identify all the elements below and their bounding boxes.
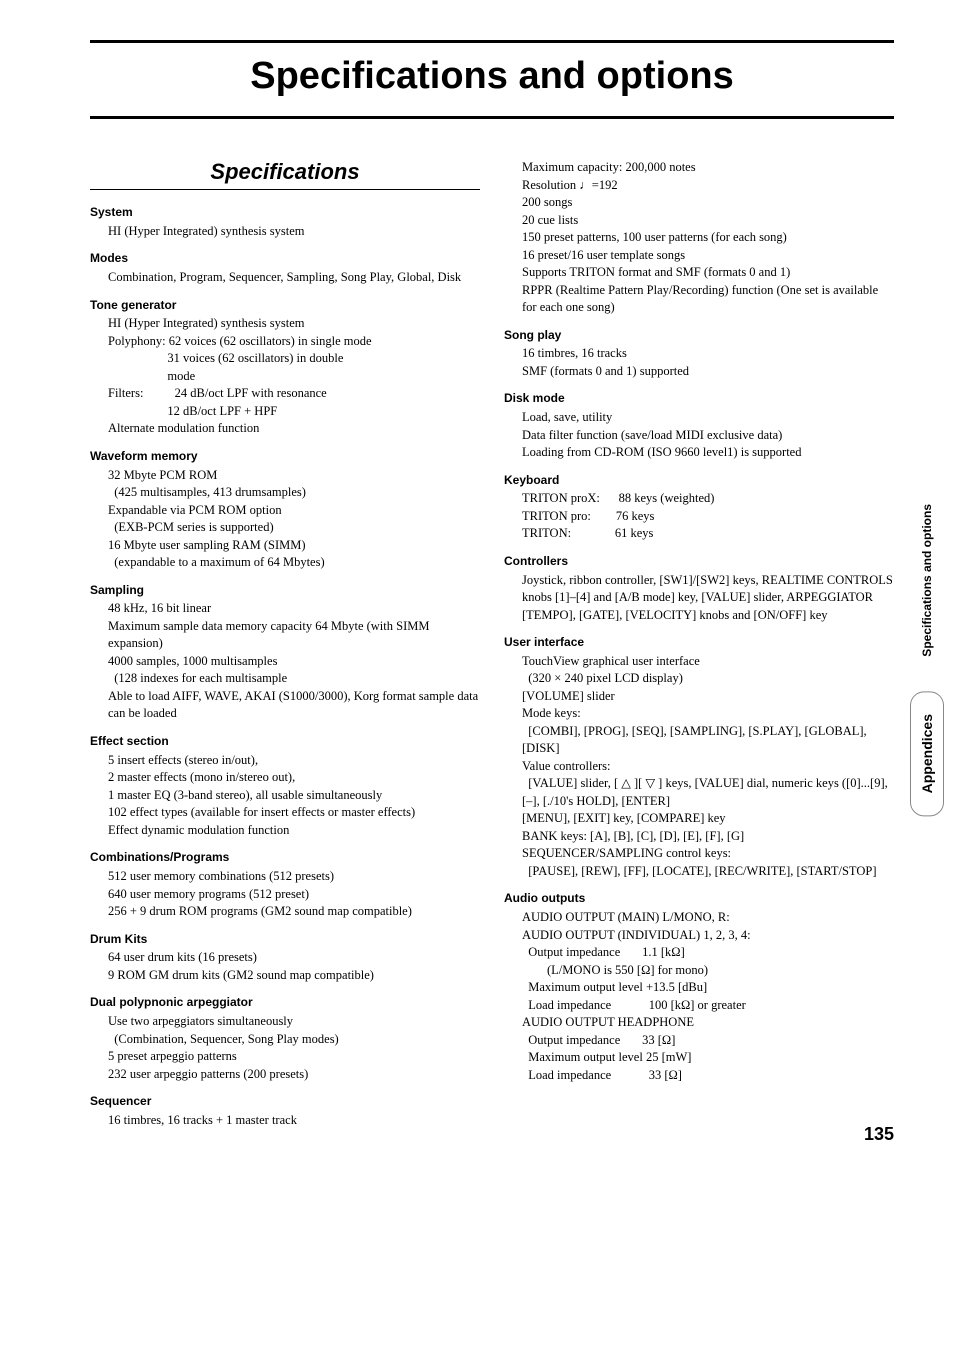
spec-body: Maximum capacity: 200,000 notes Resoluti… bbox=[504, 159, 894, 317]
page-number: 135 bbox=[864, 1124, 894, 1145]
spec-body: 5 insert effects (stereo in/out), 2 mast… bbox=[90, 752, 480, 840]
spec-label: Dual polypnonic arpeggiator bbox=[90, 994, 480, 1011]
side-tabs: Specifications and options Appendices bbox=[910, 490, 944, 816]
spec-body: 32 Mbyte PCM ROM (425 multisamples, 413 … bbox=[90, 467, 480, 572]
spec-label: Disk mode bbox=[504, 390, 894, 407]
spec-label: Audio outputs bbox=[504, 890, 894, 907]
spec-block: Audio outputs AUDIO OUTPUT (MAIN) L/MONO,… bbox=[504, 890, 894, 1084]
spec-label: Keyboard bbox=[504, 472, 894, 489]
spec-block: Song play16 timbres, 16 tracks SMF (form… bbox=[504, 327, 894, 381]
spec-block: Waveform memory 32 Mbyte PCM ROM (425 mul… bbox=[90, 448, 480, 572]
spec-body: 512 user memory combinations (512 preset… bbox=[90, 868, 480, 921]
spec-block: Maximum capacity: 200,000 notes Resoluti… bbox=[504, 159, 894, 317]
spec-label: Sequencer bbox=[90, 1093, 480, 1110]
spec-label: Effect section bbox=[90, 733, 480, 750]
spec-label: Modes bbox=[90, 250, 480, 267]
spec-label: System bbox=[90, 204, 480, 221]
left-column: Specifications System HI (Hyper Integrate… bbox=[90, 159, 480, 1139]
spec-block: Drum Kits64 user drum kits (16 presets) … bbox=[90, 931, 480, 985]
right-column: Maximum capacity: 200,000 notes Resoluti… bbox=[504, 159, 894, 1139]
spec-label: Controllers bbox=[504, 553, 894, 570]
side-tab-appendices: Appendices bbox=[910, 691, 944, 816]
spec-label: User interface bbox=[504, 634, 894, 651]
spec-body: Load, save, utility Data filter function… bbox=[504, 409, 894, 462]
spec-block: Dual polypnonic arpeggiator Use two arpeg… bbox=[90, 994, 480, 1083]
spec-block: Effect section 5 insert effects (stereo i… bbox=[90, 733, 480, 839]
spec-block: System HI (Hyper Integrated) synthesis sy… bbox=[90, 204, 480, 240]
spec-body: Combination, Program, Sequencer, Samplin… bbox=[90, 269, 480, 287]
spec-block: Modes Combination, Program, Sequencer, Sa… bbox=[90, 250, 480, 286]
spec-block: Sampling48 kHz, 16 bit linear Maximum sa… bbox=[90, 582, 480, 723]
spec-body: 16 timbres, 16 tracks SMF (formats 0 and… bbox=[504, 345, 894, 380]
spec-label: Song play bbox=[504, 327, 894, 344]
spec-label: Tone generator bbox=[90, 297, 480, 314]
section-heading: Specifications bbox=[90, 159, 480, 190]
spec-body: HI (Hyper Integrated) synthesis system bbox=[90, 223, 480, 241]
spec-body: Use two arpeggiators simultaneously (Com… bbox=[90, 1013, 480, 1083]
side-tab-specs: Specifications and options bbox=[914, 490, 940, 671]
spec-label: Combinations/Programs bbox=[90, 849, 480, 866]
spec-block: Sequencer 16 timbres, 16 tracks + 1 maste… bbox=[90, 1093, 480, 1129]
spec-body: 16 timbres, 16 tracks + 1 master track bbox=[90, 1112, 480, 1130]
content-columns: Specifications System HI (Hyper Integrate… bbox=[90, 159, 894, 1139]
spec-block: KeyboardTRITON proX: 88 keys (weighted) … bbox=[504, 472, 894, 543]
spec-block: Disk mode Load, save, utility Data filter… bbox=[504, 390, 894, 461]
spec-label: Sampling bbox=[90, 582, 480, 599]
spec-body: HI (Hyper Integrated) synthesis system P… bbox=[90, 315, 480, 438]
spec-label: Waveform memory bbox=[90, 448, 480, 465]
spec-body: TRITON proX: 88 keys (weighted) TRITON p… bbox=[504, 490, 894, 543]
spec-body: 64 user drum kits (16 presets) 9 ROM GM … bbox=[90, 949, 480, 984]
spec-body: TouchView graphical user interface (320 … bbox=[504, 653, 894, 881]
spec-label: Drum Kits bbox=[90, 931, 480, 948]
page-title: Specifications and options bbox=[90, 40, 894, 119]
spec-block: User interface TouchView graphical user i… bbox=[504, 634, 894, 880]
spec-body: Joystick, ribbon controller, [SW1]/[SW2]… bbox=[504, 572, 894, 625]
spec-body: AUDIO OUTPUT (MAIN) L/MONO, R: AUDIO OUT… bbox=[504, 909, 894, 1084]
spec-body: 48 kHz, 16 bit linear Maximum sample dat… bbox=[90, 600, 480, 723]
spec-block: Combinations/Programs 512 user memory com… bbox=[90, 849, 480, 920]
spec-block: Controllers Joystick, ribbon controller, … bbox=[504, 553, 894, 624]
spec-block: Tone generatorHI (Hyper Integrated) synt… bbox=[90, 297, 480, 438]
